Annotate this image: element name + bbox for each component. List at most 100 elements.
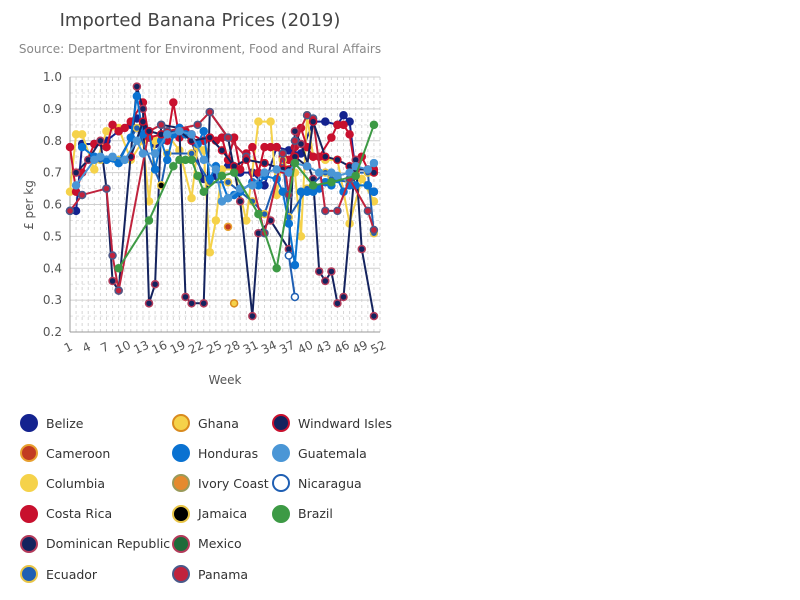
legend-item-belize[interactable]: Belize [20,412,83,434]
data-point-brazil[interactable] [290,158,300,168]
data-point-windward-isles[interactable] [321,152,330,161]
data-point-panama[interactable] [65,206,75,216]
data-point-ghana[interactable] [229,299,239,308]
data-point-costa-rica[interactable] [169,98,178,107]
data-point-panama[interactable] [114,286,123,295]
data-point-guatemala[interactable] [108,152,117,161]
data-point-dominican-republic[interactable] [187,299,196,308]
legend-item-ecuador[interactable]: Ecuador [20,563,97,585]
data-point-windward-isles[interactable] [144,126,154,136]
data-point-dominican-republic[interactable] [181,292,190,302]
data-point-panama[interactable] [108,251,117,260]
data-point-windward-isles[interactable] [260,158,269,168]
data-point-windward-isles[interactable] [205,133,215,142]
data-point-guatemala[interactable] [260,168,269,177]
data-point-brazil[interactable] [351,171,360,181]
data-point-costa-rica[interactable] [339,120,348,130]
data-point-costa-rica[interactable] [272,142,281,152]
data-point-guatemala[interactable] [71,181,81,190]
data-point-panama[interactable] [290,136,300,145]
data-point-brazil[interactable] [272,264,281,273]
data-point-guatemala[interactable] [363,165,373,174]
data-point-columbia[interactable] [211,216,221,225]
data-point-honduras[interactable] [369,187,379,196]
data-point-guatemala[interactable] [187,130,196,139]
data-point-costa-rica[interactable] [108,120,117,130]
data-point-guatemala[interactable] [175,126,184,136]
data-point-windward-isles[interactable] [138,117,148,126]
data-point-columbia[interactable] [296,232,306,241]
data-point-columbia[interactable] [205,248,215,257]
data-point-brazil[interactable] [369,120,379,130]
data-point-dominican-republic[interactable] [132,82,142,91]
data-point-brazil[interactable] [327,177,336,187]
legend-item-dominican-republic[interactable]: Dominican Republic [20,533,170,555]
data-point-costa-rica[interactable] [120,123,129,133]
data-point-nicaragua[interactable] [284,251,294,260]
data-point-brazil[interactable] [217,171,227,181]
data-point-panama[interactable] [77,190,87,200]
data-point-dominican-republic[interactable] [248,311,257,321]
data-point-guatemala[interactable] [211,165,221,174]
data-point-windward-isles[interactable] [308,117,318,126]
data-point-guatemala[interactable] [132,136,142,145]
data-point-windward-isles[interactable] [242,155,251,165]
data-point-guatemala[interactable] [333,171,342,181]
data-point-honduras[interactable] [132,91,142,101]
legend-item-mexico[interactable]: Mexico [172,533,242,555]
data-point-dominican-republic[interactable] [321,276,330,286]
legend-item-cameroon[interactable]: Cameroon [20,442,110,464]
data-point-honduras[interactable] [199,126,208,136]
data-point-dominican-republic[interactable] [138,104,148,114]
data-point-windward-isles[interactable] [217,146,227,155]
data-point-guatemala[interactable] [120,155,129,165]
data-point-dominican-republic[interactable] [235,197,245,206]
data-point-dominican-republic[interactable] [108,276,117,286]
data-point-brazil[interactable] [254,209,263,219]
data-point-guatemala[interactable] [314,168,324,177]
data-point-columbia[interactable] [187,193,196,203]
data-point-brazil[interactable] [114,264,123,273]
data-point-dominican-republic[interactable] [357,244,367,254]
data-point-columbia[interactable] [242,216,251,225]
data-point-columbia[interactable] [77,130,87,139]
data-point-cameroon[interactable] [223,222,233,232]
data-point-guatemala[interactable] [369,158,379,168]
data-point-costa-rica[interactable] [102,142,111,152]
data-point-honduras[interactable] [77,142,87,152]
data-point-honduras[interactable] [163,155,172,165]
data-point-brazil[interactable] [199,187,208,196]
legend-item-honduras[interactable]: Honduras [172,442,258,464]
data-point-guatemala[interactable] [248,181,257,190]
data-point-dominican-republic[interactable] [199,299,208,308]
data-point-dominican-republic[interactable] [96,136,105,145]
legend-item-ivory-coast[interactable]: Ivory Coast [172,472,269,494]
data-point-brazil[interactable] [169,162,178,171]
data-point-columbia[interactable] [266,117,275,126]
legend-item-ghana[interactable]: Ghana [172,412,239,434]
legend-item-columbia[interactable]: Columbia [20,472,105,494]
data-point-panama[interactable] [363,206,373,216]
data-point-honduras[interactable] [363,181,373,190]
data-point-guatemala[interactable] [163,130,172,139]
data-point-brazil[interactable] [308,181,318,190]
data-point-columbia[interactable] [90,165,99,174]
data-point-guatemala[interactable] [199,155,208,165]
data-point-brazil[interactable] [193,171,202,181]
data-point-dominican-republic[interactable] [369,311,379,321]
data-point-guatemala[interactable] [284,168,294,177]
data-point-dominican-republic[interactable] [333,299,342,308]
data-point-dominican-republic[interactable] [150,279,160,289]
data-point-panama[interactable] [193,120,202,130]
data-point-costa-rica[interactable] [65,142,75,152]
data-point-honduras[interactable] [290,260,300,270]
legend-item-jamaica[interactable]: Jamaica [172,503,247,525]
data-point-brazil[interactable] [187,155,196,165]
legend-item-costa-rica[interactable]: Costa Rica [20,503,112,525]
data-point-brazil[interactable] [144,216,154,225]
data-point-panama[interactable] [321,206,330,216]
legend-item-nicaragua[interactable]: Nicaragua [272,472,362,494]
data-point-columbia[interactable] [254,117,263,126]
data-point-honduras[interactable] [284,219,294,228]
data-point-ecuador[interactable] [223,177,233,187]
